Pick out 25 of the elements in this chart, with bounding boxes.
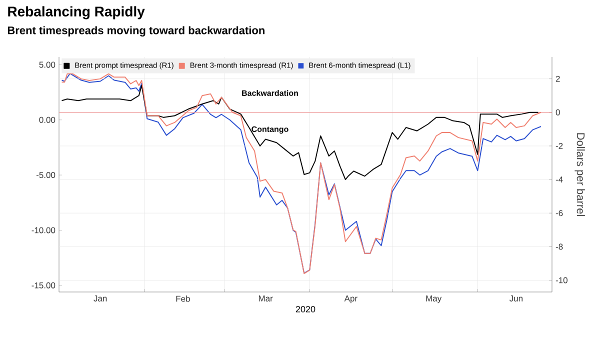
x-tick-label: Jan — [94, 296, 107, 302]
annotation: Backwardation — [242, 90, 298, 96]
y2-tick-label: -10 — [556, 277, 568, 284]
y2-axis-title: Dollars per barrel — [574, 133, 585, 216]
y-tick-label: 5.00 — [39, 62, 56, 68]
annotation: Contango — [252, 126, 288, 134]
x-tick-label: Feb — [176, 296, 190, 302]
y-tick-label: -5.00 — [36, 172, 56, 178]
y2-tick-label: -6 — [556, 210, 563, 216]
x-tick-label: Apr — [344, 296, 358, 304]
x-tick-label: Jun — [509, 296, 522, 302]
y2-tick-label: 0 — [556, 109, 560, 116]
y2-tick-label: -2 — [556, 142, 563, 149]
x-tick-label: Mar — [258, 296, 273, 302]
chart-subtitle: Brent timespreads moving toward backwardation — [8, 26, 264, 36]
y2-tick-label: 2 — [556, 76, 560, 82]
y-tick-label: -15.00 — [32, 282, 56, 288]
y2-tick-label: -4 — [556, 176, 563, 182]
line-series — [61, 73, 542, 274]
chart-title: Rebalancing Rapidly — [8, 6, 145, 20]
y2-tick-label: -8 — [556, 244, 563, 250]
y-tick-label: 0.00 — [39, 116, 56, 123]
x-axis-title: 2020 — [296, 306, 316, 312]
x-tick-label: May — [426, 296, 442, 304]
y-tick-label: -10.00 — [32, 227, 56, 234]
